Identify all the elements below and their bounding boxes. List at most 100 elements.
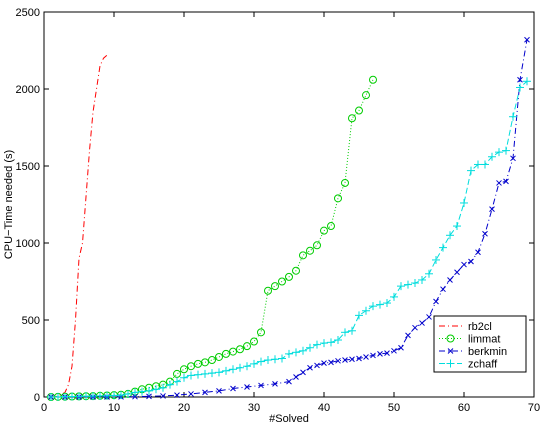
data-point-stroke xyxy=(391,347,397,354)
data-point-stroke xyxy=(328,359,334,366)
data-point xyxy=(75,392,83,401)
data-point xyxy=(397,282,405,291)
data-point xyxy=(264,286,272,295)
data-point xyxy=(180,365,188,374)
data-point-stroke xyxy=(447,277,453,283)
data-point xyxy=(510,155,516,162)
data-point xyxy=(384,350,390,356)
legend-item: rb2cl xyxy=(439,321,492,333)
data-point-stroke xyxy=(496,180,502,186)
data-point xyxy=(243,362,251,371)
data-point xyxy=(314,362,320,369)
data-point xyxy=(502,146,510,155)
data-point xyxy=(355,106,363,115)
data-point xyxy=(440,286,446,293)
data-point xyxy=(418,275,426,284)
data-point xyxy=(187,362,195,371)
y-tick-label: 1500 xyxy=(16,161,40,173)
data-point xyxy=(467,166,475,175)
data-point-stroke xyxy=(405,332,411,339)
data-point xyxy=(348,326,356,335)
data-point xyxy=(110,391,118,400)
data-point xyxy=(362,306,370,315)
data-point xyxy=(47,393,55,401)
data-point xyxy=(446,334,455,343)
data-point xyxy=(341,178,349,187)
data-point xyxy=(222,366,230,375)
data-point xyxy=(370,352,376,359)
data-point-stroke xyxy=(286,378,292,385)
data-point xyxy=(377,351,383,357)
legend-label: zchaff xyxy=(468,359,498,371)
data-point xyxy=(391,347,397,354)
data-point xyxy=(132,393,138,400)
data-point xyxy=(278,354,286,363)
data-point xyxy=(160,393,166,399)
y-tick-label: 2000 xyxy=(16,84,40,96)
data-point-stroke xyxy=(258,382,264,389)
data-point xyxy=(159,383,167,392)
data-point xyxy=(432,255,440,264)
data-point xyxy=(327,222,335,231)
data-point xyxy=(503,178,509,185)
data-point xyxy=(230,385,236,392)
x-tick-label: 30 xyxy=(248,402,260,414)
data-point xyxy=(215,368,223,377)
data-point-stroke xyxy=(342,357,348,363)
data-point-stroke xyxy=(524,36,530,43)
data-point xyxy=(313,241,321,250)
data-point-stroke xyxy=(517,76,523,83)
data-point-stroke xyxy=(454,269,460,276)
data-point-stroke xyxy=(447,348,454,354)
data-point xyxy=(523,77,531,86)
data-point xyxy=(124,389,132,398)
data-point xyxy=(145,386,153,395)
data-point xyxy=(146,393,152,400)
data-point-stroke xyxy=(377,351,383,357)
data-point xyxy=(306,343,314,352)
data-point-stroke xyxy=(419,320,425,326)
data-point xyxy=(292,348,300,357)
data-point xyxy=(468,258,474,265)
data-point xyxy=(103,391,111,400)
series-rb2cl xyxy=(50,54,108,398)
data-point xyxy=(369,302,377,311)
data-point xyxy=(454,269,460,276)
legend-label: berkmin xyxy=(468,346,507,358)
y-tick-label: 2500 xyxy=(16,7,40,19)
data-point xyxy=(271,282,279,291)
data-point xyxy=(341,328,349,337)
data-point xyxy=(425,269,433,278)
data-point-stroke xyxy=(412,324,418,331)
data-point xyxy=(194,370,202,379)
data-point xyxy=(215,352,223,361)
data-point-stroke xyxy=(272,381,278,387)
data-point-stroke xyxy=(349,356,355,363)
data-point xyxy=(89,392,97,401)
data-point xyxy=(152,385,160,394)
x-tick-label: 70 xyxy=(528,402,540,414)
data-point xyxy=(404,280,412,289)
data-point xyxy=(321,360,327,366)
data-point-stroke xyxy=(482,230,488,237)
data-point xyxy=(236,345,244,354)
data-point xyxy=(474,160,482,169)
data-point-stroke xyxy=(244,384,250,390)
data-point xyxy=(516,83,524,92)
data-point xyxy=(405,332,411,339)
data-point xyxy=(138,387,146,396)
x-tick-label: 40 xyxy=(318,402,330,414)
y-axis-label: CPU−Time needed (s) xyxy=(3,150,15,259)
data-point xyxy=(173,369,181,378)
data-point xyxy=(257,328,265,337)
data-point xyxy=(229,347,237,356)
data-point xyxy=(524,36,530,43)
y-axis: 0 500 1000 1500 2000 2500 xyxy=(16,7,534,404)
data-point-stroke xyxy=(461,261,467,268)
data-point xyxy=(313,340,321,349)
data-point xyxy=(272,381,278,387)
legend-label: rb2cl xyxy=(468,321,492,333)
data-point xyxy=(482,230,488,237)
data-point xyxy=(61,392,69,401)
